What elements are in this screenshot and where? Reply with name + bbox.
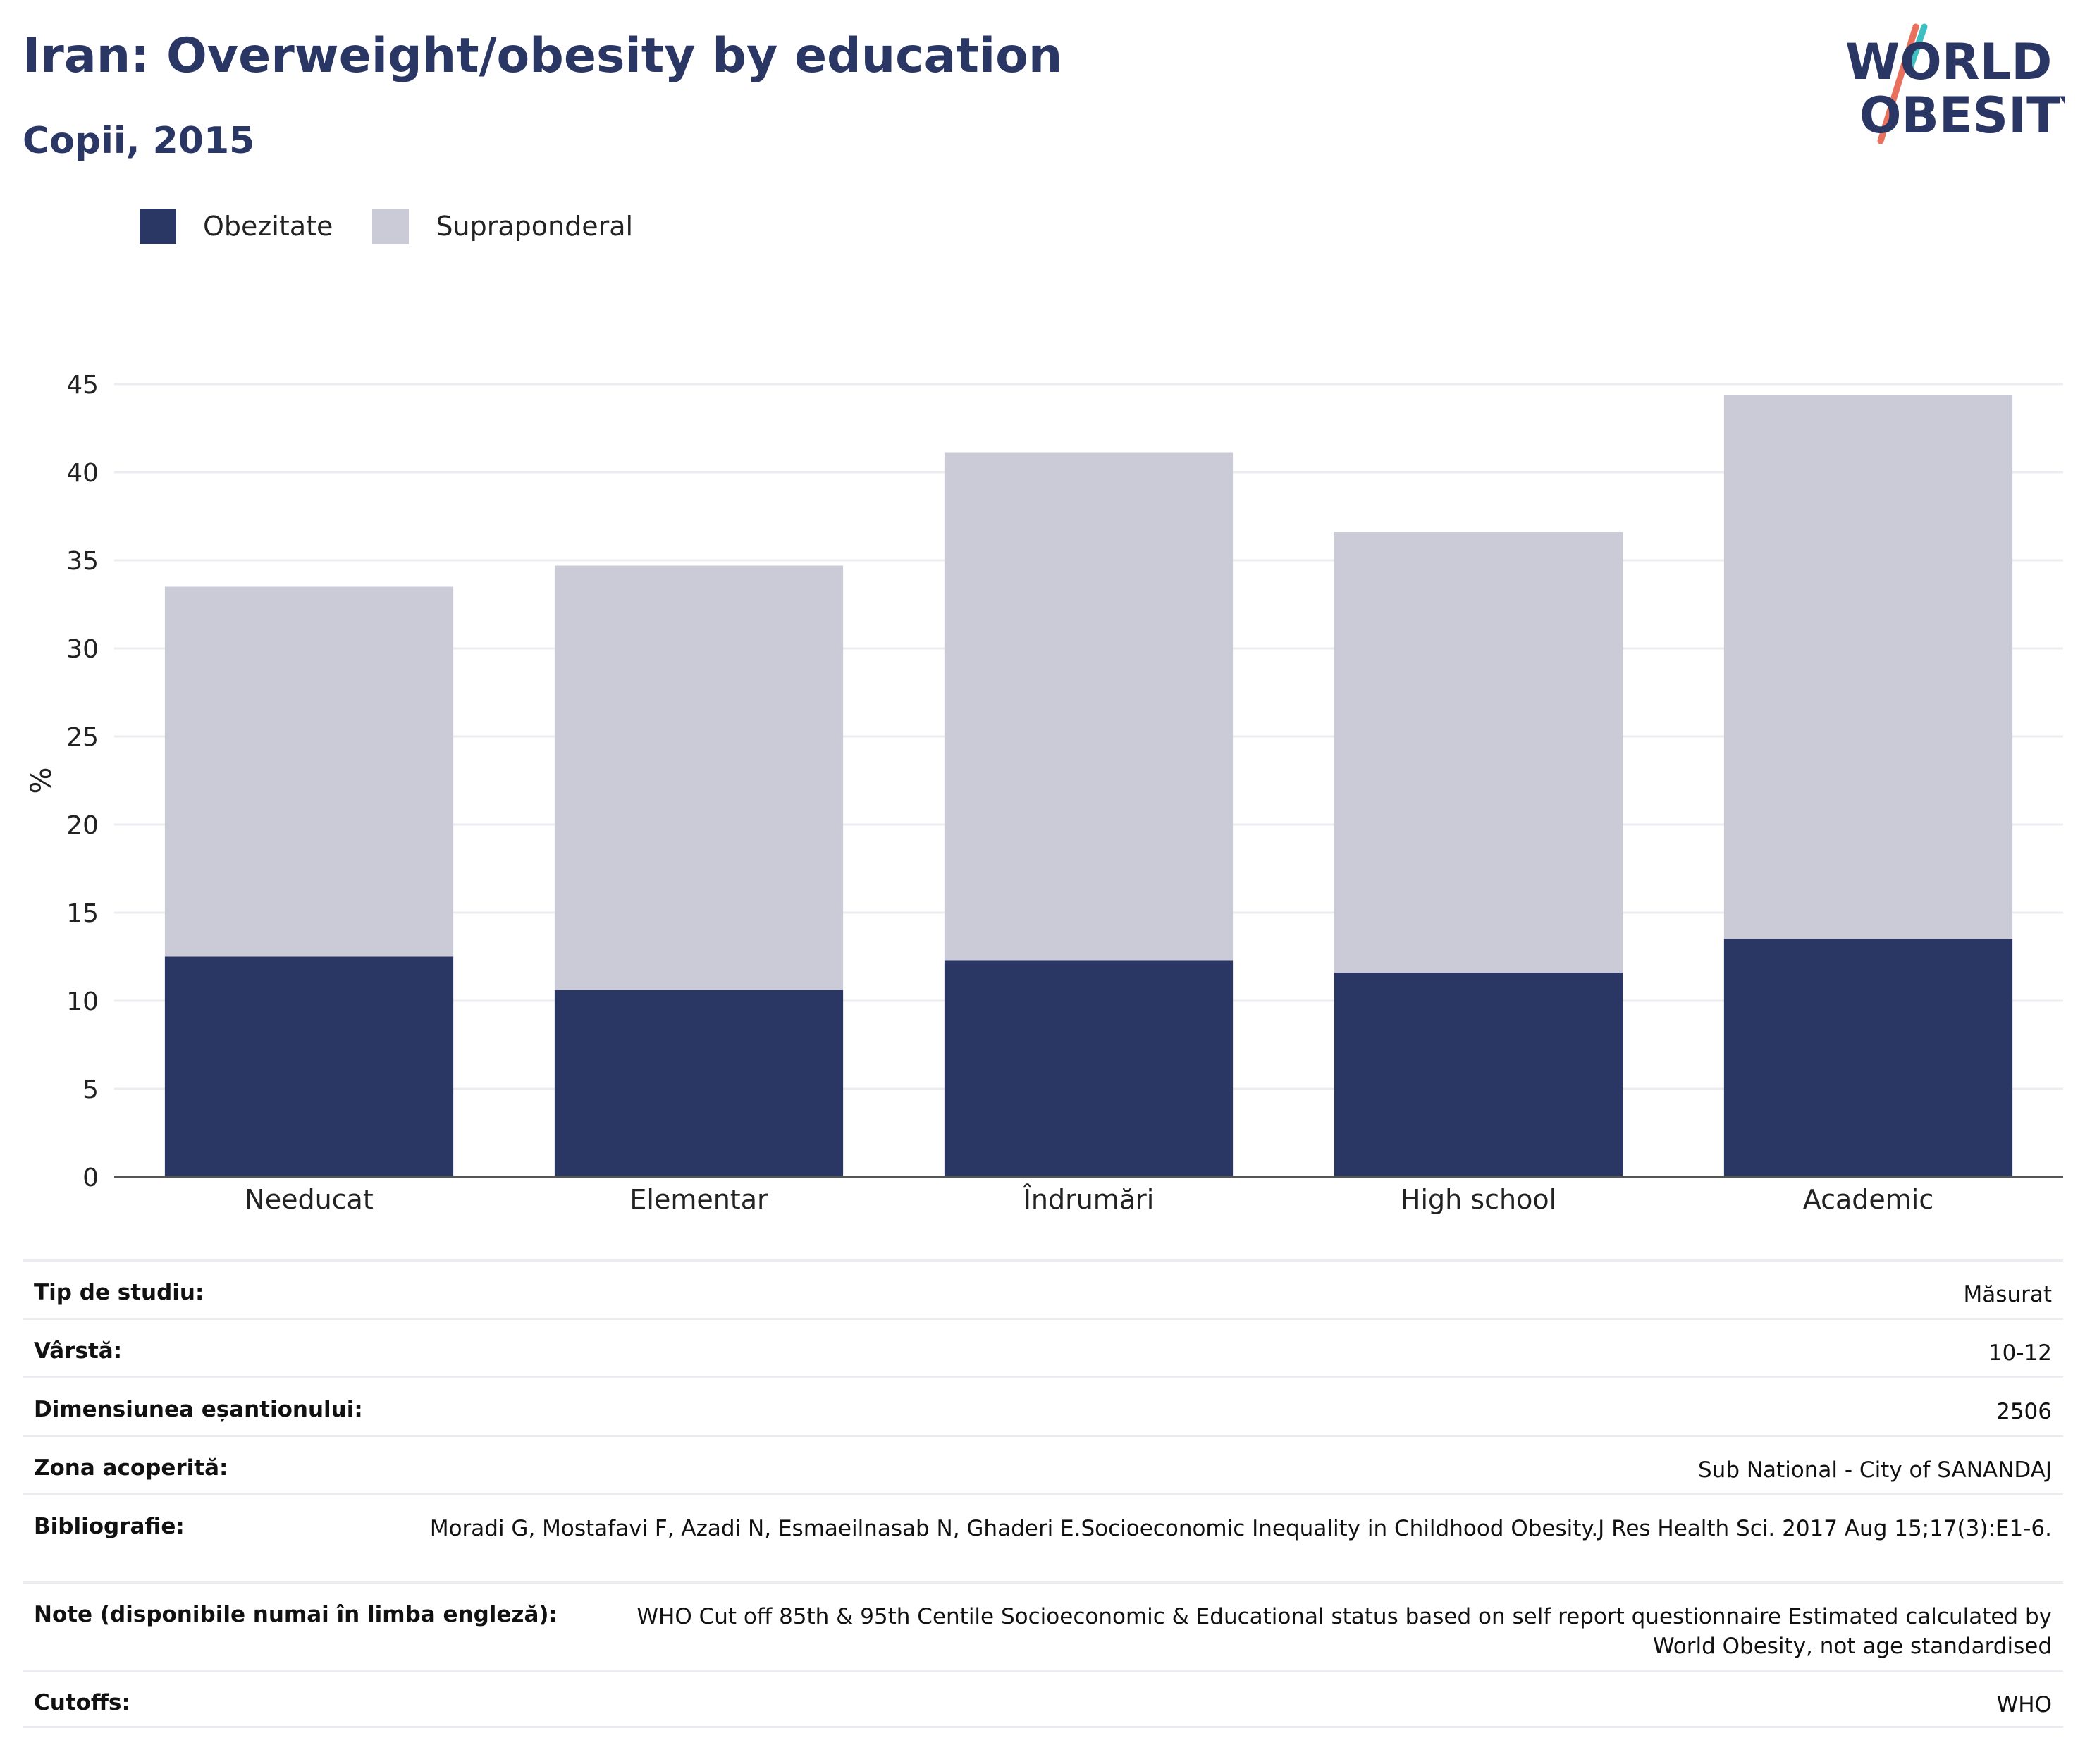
info-value: Moradi G, Mostafavi F, Azadi N, Esmaeiln… <box>429 1516 2052 1541</box>
bar-obesity[interactable] <box>1334 973 1623 1177</box>
legend-item-overweight[interactable]: Supraponderal <box>372 209 633 244</box>
info-row: Note (disponibile numai în limba engleză… <box>23 1581 2063 1670</box>
bar-obesity[interactable] <box>554 990 844 1177</box>
info-value: Sub National - City of SANANDAJ <box>1698 1457 2052 1483</box>
legend-swatch-obesity <box>140 209 176 244</box>
y-axis-label: % <box>25 767 58 794</box>
info-value: WHO <box>1996 1692 2052 1717</box>
info-value: 2506 <box>1996 1399 2052 1424</box>
bar-overweight[interactable] <box>944 452 1234 961</box>
bar-overweight[interactable] <box>1723 395 2013 939</box>
study-info-table: Tip de studiu: Măsurat Vârstă: 10-12 Dimensi… <box>23 1259 2063 1728</box>
info-row: Cutoffs: WHO <box>23 1670 2063 1728</box>
legend-label-obesity: Obezitate <box>203 211 333 242</box>
y-tick-label: 45 <box>66 371 99 400</box>
bar-overweight[interactable] <box>164 586 454 957</box>
info-label: Tip de studiu: <box>34 1280 204 1305</box>
y-tick-label: 10 <box>66 987 99 1016</box>
y-tick-label: 25 <box>66 723 99 752</box>
y-tick-label: 20 <box>66 811 99 840</box>
info-row: Dimensiunea eșantionului: 2506 <box>23 1376 2063 1435</box>
x-tick-label: Needucat <box>245 1184 373 1215</box>
world-obesity-logo: WORLD OBESITY <box>1845 23 2065 144</box>
x-tick-label: Îndrumări <box>1023 1184 1155 1215</box>
x-tick-label: Elementar <box>629 1184 768 1215</box>
bar-obesity[interactable] <box>1723 939 2013 1178</box>
bar-obesity[interactable] <box>164 956 454 1178</box>
legend-label-overweight: Supraponderal <box>436 211 634 242</box>
info-value: WHO Cut off 85th & 95th Centile Socioeco… <box>636 1604 2052 1659</box>
bar-overweight[interactable] <box>554 565 844 991</box>
y-tick-label: 30 <box>66 635 99 664</box>
info-value: 10-12 <box>1988 1340 2052 1366</box>
legend-swatch-overweight <box>372 209 410 244</box>
info-label: Cutoffs: <box>34 1690 130 1715</box>
bar-chart: 0 5 10 15 20 25 30 35 40 45 Needucat Elementar Îndru… <box>25 371 2063 1215</box>
info-row: Bibliografie: Moradi G, Mostafavi F, Azad… <box>23 1493 2063 1581</box>
info-label: Vârstă: <box>34 1338 123 1364</box>
info-row: Vârstă: 10-12 <box>23 1318 2063 1376</box>
x-tick-label: High school <box>1401 1184 1556 1215</box>
page-subtitle: Copii, 2015 <box>23 120 255 162</box>
y-tick-label: 15 <box>66 899 99 928</box>
info-row: Zona acoperită: Sub National - City of SA… <box>23 1435 2063 1493</box>
info-value: Măsurat <box>1963 1282 2052 1307</box>
logo-text-obesity: OBESITY <box>1859 87 2065 144</box>
info-label: Zona acoperită: <box>34 1455 228 1481</box>
y-tick-label: 35 <box>66 547 99 576</box>
info-label: Bibliografie: <box>34 1514 185 1539</box>
x-tick-label: Academic <box>1803 1184 1933 1215</box>
page-title: Iran: Overweight/obesity by education <box>23 28 1063 84</box>
bar-overweight[interactable] <box>1334 532 1623 973</box>
logo-text-world: WORLD <box>1845 33 2052 91</box>
axes: 0 5 10 15 20 25 30 35 40 45 Needucat Elementar Îndru… <box>25 371 2063 1215</box>
y-tick-label: 0 <box>82 1164 99 1192</box>
info-row: Tip de studiu: Măsurat <box>23 1259 2063 1318</box>
bars <box>164 395 2013 1178</box>
info-label: Dimensiunea eșantionului: <box>34 1397 363 1422</box>
legend-item-obesity[interactable]: Obezitate <box>140 209 333 244</box>
y-tick-label: 5 <box>82 1075 99 1104</box>
chart-legend: Obezitate Supraponderal <box>140 209 672 244</box>
info-label: Note (disponibile numai în limba engleză… <box>34 1602 558 1627</box>
bar-obesity[interactable] <box>944 960 1234 1178</box>
y-tick-label: 40 <box>66 459 99 488</box>
